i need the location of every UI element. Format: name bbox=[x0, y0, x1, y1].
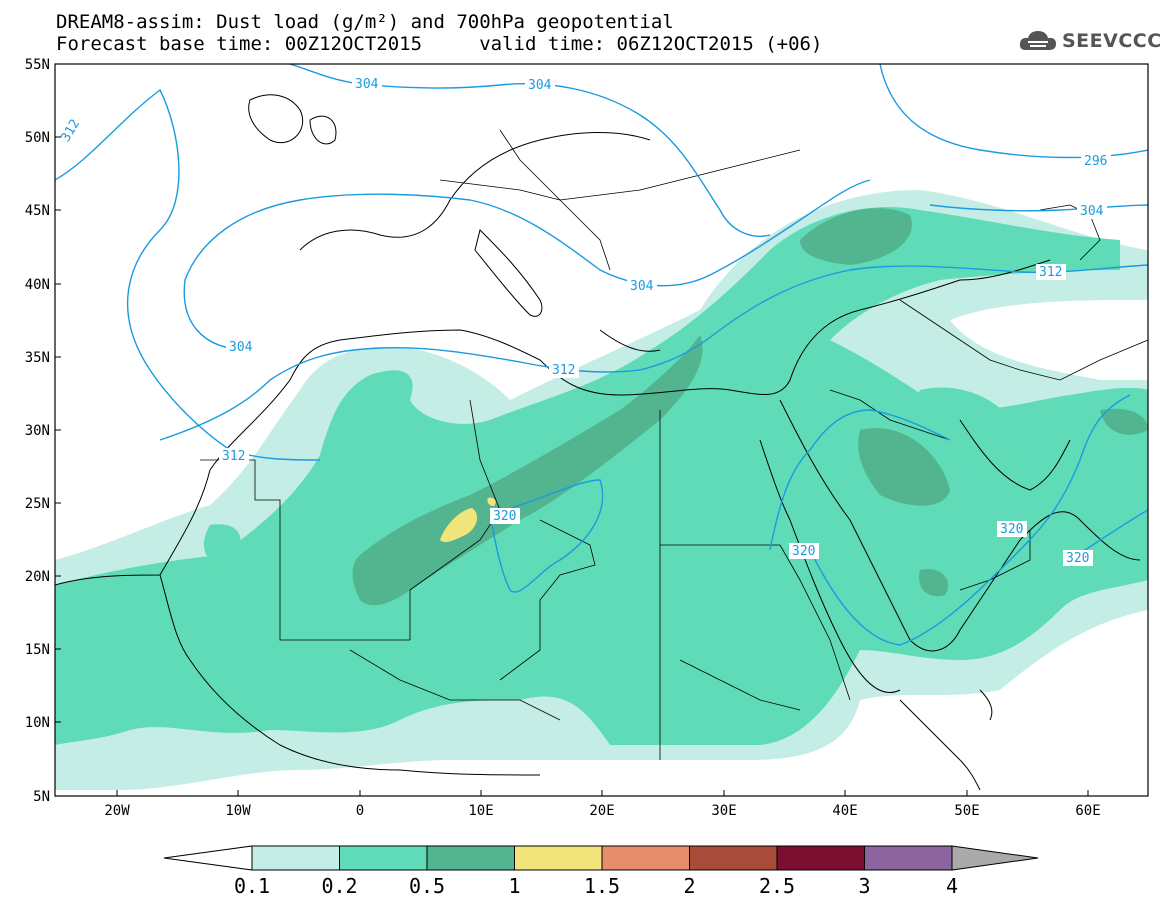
contour-label-312: 312 bbox=[1039, 265, 1062, 280]
colorbar-low-arrow bbox=[163, 845, 253, 871]
colorbar-swatch bbox=[689, 845, 778, 871]
coastlines bbox=[55, 94, 1141, 791]
seevccc-logo: SEEVCCC bbox=[1018, 26, 1162, 56]
lon-label: 10W bbox=[225, 803, 251, 819]
colorbar-label: 2 bbox=[683, 874, 695, 898]
axis-ticks bbox=[55, 63, 1089, 796]
contour-label-312: 312 bbox=[222, 449, 245, 464]
longitude-labels: 20W 10W 0 10E 20E 30E 40E 50E 60E bbox=[104, 803, 1100, 819]
lon-label: 50E bbox=[954, 803, 979, 819]
lat-label: 55N bbox=[25, 57, 50, 73]
contour-label-296: 296 bbox=[1084, 154, 1107, 169]
contour-label-304: 304 bbox=[355, 77, 379, 92]
colorbar-label: 2.5 bbox=[759, 874, 795, 898]
colorbar-frame bbox=[251, 845, 953, 871]
colorbar: 0.1 0.2 0.5 1 1.5 2 2.5 3 4 bbox=[163, 845, 1039, 898]
lon-label: 20W bbox=[104, 803, 130, 819]
contour-label-304: 304 bbox=[630, 279, 654, 294]
colorbar-label: 0.5 bbox=[409, 874, 445, 898]
contour-label-304: 304 bbox=[1080, 204, 1104, 219]
dust-layer-1 bbox=[440, 497, 496, 543]
lat-label: 10N bbox=[25, 715, 50, 731]
contour-label-320: 320 bbox=[1066, 551, 1089, 566]
dust-layer-0.5 bbox=[352, 208, 1148, 606]
map-area: 304 304 304 304 312 312 312 312 320 320 … bbox=[55, 64, 1148, 796]
colorbar-label: 1 bbox=[508, 874, 520, 898]
lat-label: 20N bbox=[25, 569, 50, 585]
colorbar-label: 0.2 bbox=[321, 874, 357, 898]
colorbar-swatch bbox=[601, 845, 690, 871]
colorbar-label: 4 bbox=[946, 874, 958, 898]
lat-label: 50N bbox=[25, 130, 50, 146]
contour-labels: 304 304 304 304 312 312 312 312 320 320 … bbox=[58, 76, 1111, 566]
lon-label: 10E bbox=[468, 803, 493, 819]
lat-label: 5N bbox=[33, 789, 50, 805]
lat-label: 40N bbox=[25, 277, 50, 293]
lat-label: 15N bbox=[25, 642, 50, 658]
colorbar-swatch bbox=[514, 845, 603, 871]
colorbar-swatch bbox=[339, 845, 428, 871]
lat-label: 35N bbox=[25, 350, 50, 366]
colorbar-label: 3 bbox=[858, 874, 870, 898]
colorbar-swatch bbox=[864, 845, 953, 871]
contour-label-320: 320 bbox=[1000, 522, 1023, 537]
lon-label: 0 bbox=[356, 803, 364, 819]
colorbar-label: 1.5 bbox=[584, 874, 620, 898]
colorbar-label: 0.1 bbox=[234, 874, 270, 898]
lat-label: 45N bbox=[25, 203, 50, 219]
colorbar-swatch bbox=[776, 845, 865, 871]
colorbar-labels: 0.1 0.2 0.5 1 1.5 2 2.5 3 4 bbox=[234, 874, 958, 898]
cloud-icon bbox=[1019, 31, 1056, 50]
contour-label-312: 312 bbox=[552, 363, 575, 378]
colorbar-swatch bbox=[251, 845, 340, 871]
chart-title-line2: Forecast base time: 00Z12OCT2015 valid t… bbox=[56, 33, 823, 55]
logo-text: SEEVCCC bbox=[1062, 30, 1162, 52]
chart-title-line1: DREAM8-assim: Dust load (g/m²) and 700hP… bbox=[56, 11, 674, 33]
contour-label-304: 304 bbox=[528, 78, 552, 93]
colorbar-swatch bbox=[426, 845, 515, 871]
lat-label: 30N bbox=[25, 423, 50, 439]
lon-label: 20E bbox=[589, 803, 614, 819]
lon-label: 40E bbox=[832, 803, 857, 819]
lon-label: 30E bbox=[711, 803, 736, 819]
colorbar-high-arrow bbox=[951, 845, 1039, 871]
contour-label-320: 320 bbox=[493, 509, 516, 524]
lon-label: 60E bbox=[1075, 803, 1100, 819]
latitude-labels: 55N 50N 45N 40N 35N 30N 25N 20N 15N 10N … bbox=[25, 57, 50, 805]
dust-layer-0.2 bbox=[55, 206, 1148, 746]
colorbar-swatches bbox=[251, 845, 953, 871]
lat-label: 25N bbox=[25, 496, 50, 512]
contour-label-304: 304 bbox=[229, 340, 253, 355]
contour-label-320: 320 bbox=[792, 544, 815, 559]
